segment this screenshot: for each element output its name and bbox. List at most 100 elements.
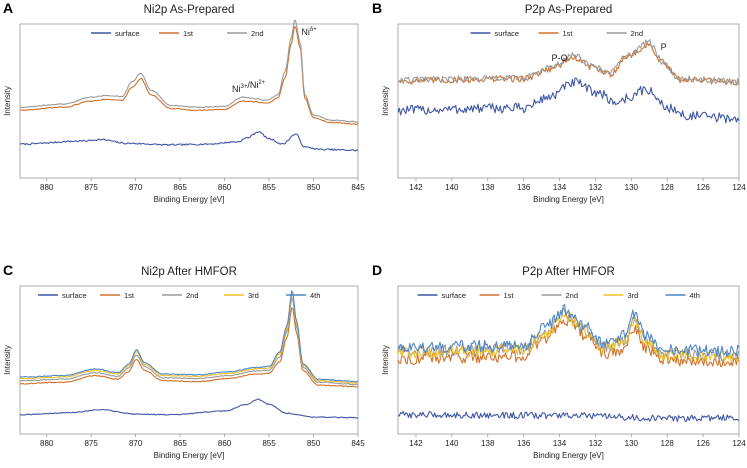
series-line-1st	[19, 26, 359, 125]
panel-label-c: C	[3, 262, 13, 278]
x-tick-label: 845	[351, 183, 365, 192]
x-tick-label: 132	[589, 439, 603, 448]
legend-label: 3rd	[248, 291, 259, 300]
series-line-surface	[19, 398, 359, 419]
legend-label: 3rd	[628, 291, 639, 300]
legend-item-2nd: 2nd	[541, 291, 579, 300]
x-tick-label: 875	[84, 183, 98, 192]
x-tick-label: 855	[262, 439, 276, 448]
legend-label: 1st	[124, 291, 135, 300]
x-tick-label: 134	[553, 439, 567, 448]
series-line-2nd	[397, 39, 740, 86]
x-tick-label: 124	[732, 439, 746, 448]
series-line-1st	[397, 316, 740, 368]
x-tick-label: 870	[129, 183, 143, 192]
y-axis-label: Intensity	[3, 345, 12, 375]
y-axis-label: Intensity	[3, 86, 12, 116]
legend-label: surface	[495, 29, 520, 38]
x-tick-label: 136	[517, 183, 531, 192]
x-tick-label: 850	[307, 439, 321, 448]
legend-item-surface: surface	[417, 291, 467, 300]
x-tick-label: 138	[481, 439, 495, 448]
y-axis-label: Intensity	[381, 345, 390, 375]
x-tick-label: 138	[481, 183, 495, 192]
plot-frame	[19, 23, 359, 179]
legend-label: 2nd	[251, 29, 264, 38]
series-line-1st	[20, 307, 359, 388]
x-tick-label: 860	[218, 183, 232, 192]
x-tick-label: 870	[129, 439, 143, 448]
legend-item-2nd: 2nd	[162, 291, 199, 300]
x-tick-label: 126	[696, 439, 710, 448]
legend-label: 4th	[690, 291, 700, 300]
x-axis-label: Binding Energy [eV]	[533, 451, 604, 460]
legend-item-1st: 1st	[538, 29, 574, 38]
peak-annotation: Ni3+/Ni2+	[232, 80, 266, 94]
series-line-2nd	[19, 19, 359, 123]
legend-item-1st: 1st	[100, 291, 135, 300]
legend-label: 1st	[563, 29, 574, 38]
legend-label: surface	[115, 29, 140, 38]
x-tick-label: 850	[307, 183, 321, 192]
x-tick-label: 140	[445, 183, 459, 192]
series-line-surface	[397, 77, 740, 124]
x-tick-label: 865	[173, 183, 187, 192]
chart-title: Ni2p As-Prepared	[144, 4, 235, 16]
x-tick-label: 142	[409, 183, 423, 192]
legend-item-4th: 4th	[286, 291, 320, 300]
legend-label: 2nd	[186, 291, 199, 300]
chart-panel-c: Ni2p After HMFOR 880 875 870 865 860 855 850 845…	[3, 266, 365, 460]
x-axis-label: Binding Energy [eV]	[154, 195, 225, 204]
series-line-1st	[397, 41, 740, 86]
x-tick-label: 865	[173, 439, 187, 448]
peak-annotation: P-O	[552, 53, 568, 63]
peak-annotation: Niδ+	[301, 27, 317, 37]
x-tick-label: 140	[445, 439, 459, 448]
x-tick-label: 142	[409, 439, 423, 448]
legend-item-2nd: 2nd	[227, 29, 264, 38]
series-line-surface	[397, 411, 740, 423]
panel-label-d: D	[372, 262, 382, 278]
x-tick-label: 855	[262, 183, 276, 192]
x-tick-label: 880	[40, 183, 54, 192]
legend-item-3rd: 3rd	[224, 291, 259, 300]
x-axis-label: Binding Energy [eV]	[533, 195, 604, 204]
plot-frame	[397, 23, 740, 179]
legend-label: surface	[62, 291, 87, 300]
legend-label: 2nd	[631, 29, 644, 38]
chart-panel-b: P2p As-Prepared 142 140 138 136 134 132 130 128 1…	[381, 4, 746, 204]
panel-label-b: B	[372, 0, 382, 16]
legend-label: surface	[442, 291, 467, 300]
x-tick-label: 126	[696, 183, 710, 192]
chart-title: P2p After HMFOR	[522, 266, 615, 278]
legend-label: 1st	[183, 29, 194, 38]
series-line-3rd	[397, 311, 740, 363]
legend-item-2nd: 2nd	[606, 29, 644, 38]
x-tick-label: 132	[589, 183, 603, 192]
x-tick-label: 130	[625, 183, 639, 192]
legend-label: 1st	[504, 291, 515, 300]
chart-title: P2p As-Prepared	[525, 4, 613, 16]
legend-item-3rd: 3rd	[603, 291, 639, 300]
legend-item-4th: 4th	[665, 291, 700, 300]
legend-label: 2nd	[566, 291, 579, 300]
series-line-2nd	[19, 297, 359, 386]
x-tick-label: 845	[351, 439, 365, 448]
legend-label: 4th	[310, 291, 320, 300]
plot-frame	[19, 285, 359, 435]
x-tick-label: 130	[625, 439, 639, 448]
peak-annotation: P	[661, 42, 667, 52]
x-tick-label: 128	[661, 183, 675, 192]
x-tick-label: 136	[517, 439, 531, 448]
series-line-4th	[19, 290, 359, 383]
legend-item-1st: 1st	[159, 29, 194, 38]
legend-item-surface: surface	[91, 29, 140, 38]
x-tick-label: 128	[661, 439, 675, 448]
x-tick-label: 880	[40, 439, 54, 448]
legend-item-1st: 1st	[479, 291, 515, 300]
chart-title: Ni2p After HMFOR	[141, 266, 237, 278]
legend-item-surface: surface	[38, 291, 87, 300]
x-tick-label: 875	[84, 439, 98, 448]
legend-item-surface: surface	[470, 29, 520, 38]
